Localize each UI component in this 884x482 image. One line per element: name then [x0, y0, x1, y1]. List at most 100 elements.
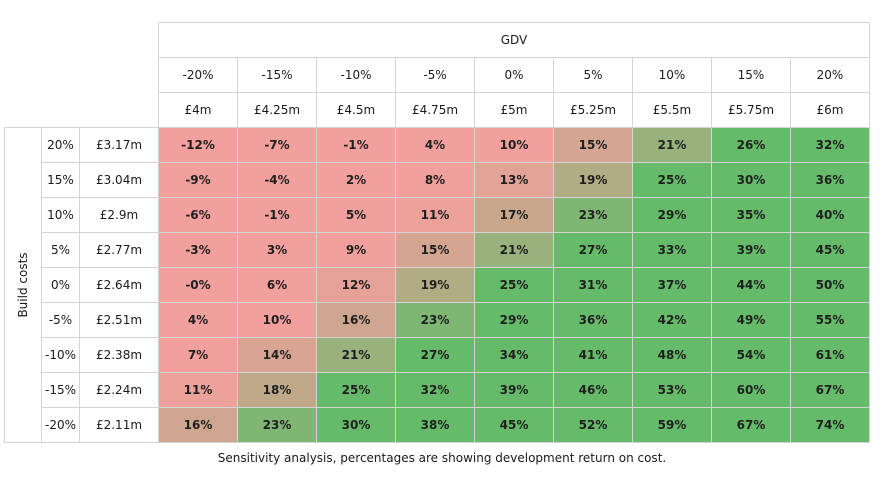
heat-cell: -1% — [237, 197, 317, 233]
column-pct-label: -15% — [237, 57, 317, 93]
heat-cell: 12% — [316, 267, 396, 303]
heat-cell: 26% — [711, 127, 791, 163]
heat-cell: 29% — [632, 197, 712, 233]
heat-cell: 41% — [553, 337, 633, 373]
heat-cell: 52% — [553, 407, 633, 443]
heat-cell: 18% — [237, 372, 317, 408]
heat-cell: 42% — [632, 302, 712, 338]
heat-cell: 10% — [474, 127, 554, 163]
heat-cell: 31% — [553, 267, 633, 303]
heat-cell: 17% — [474, 197, 554, 233]
corner-cell — [80, 93, 159, 128]
heat-cell: 25% — [316, 372, 396, 408]
heat-cell: 48% — [632, 337, 712, 373]
table-body: GDV -20% -15% -10% -5% 0% 5% 10% 15% 20% £4m £4.25m… — [4, 22, 870, 443]
row-pct-label: 15% — [41, 162, 80, 198]
column-value-label: £5.75m — [711, 92, 791, 128]
row-value-label: £2.64m — [79, 267, 159, 303]
sensitivity-table: GDV -20% -15% -10% -5% 0% 5% 10% 15% 20% £4m £4.25m… — [4, 22, 870, 443]
column-value-label: £6m — [790, 92, 870, 128]
heat-cell: 27% — [395, 337, 475, 373]
heat-cell: 30% — [316, 407, 396, 443]
heat-cell: 50% — [790, 267, 870, 303]
heat-cell: -4% — [237, 162, 317, 198]
header-row-pct: -20% -15% -10% -5% 0% 5% 10% 15% 20% — [5, 57, 870, 93]
heat-cell: 55% — [790, 302, 870, 338]
heat-cell: 29% — [474, 302, 554, 338]
heat-cell: 19% — [395, 267, 475, 303]
column-pct-label: -20% — [158, 57, 238, 93]
heat-cell: 32% — [395, 372, 475, 408]
heat-cell: -3% — [158, 232, 238, 268]
corner-cell — [80, 23, 159, 58]
row-pct-label: -5% — [41, 302, 80, 338]
data-row: -10% £2.38m 7% 14% 21% 27% 34% 41% 48% 54% 61% — [5, 337, 870, 373]
heat-cell: 40% — [790, 197, 870, 233]
row-pct-label: 10% — [41, 197, 80, 233]
heat-cell: 9% — [316, 232, 396, 268]
corner-cell — [80, 58, 159, 93]
data-row: -20% £2.11m 16% 23% 30% 38% 45% 52% 59% 67% 74% — [5, 407, 870, 443]
heat-cell: -0% — [158, 267, 238, 303]
heat-cell: 46% — [553, 372, 633, 408]
heat-cell: 44% — [711, 267, 791, 303]
data-row: -5% £2.51m 4% 10% 16% 23% 29% 36% 42% 49% 55% — [5, 302, 870, 338]
caption: Sensitivity analysis, percentages are sh… — [217, 451, 667, 465]
row-header-build-costs: Build costs — [16, 252, 30, 318]
heat-cell: 67% — [790, 372, 870, 408]
heat-cell: 67% — [711, 407, 791, 443]
heat-cell: 39% — [711, 232, 791, 268]
corner-cell — [5, 23, 42, 58]
heat-cell: 25% — [474, 267, 554, 303]
row-pct-label: 0% — [41, 267, 80, 303]
heat-cell: 37% — [632, 267, 712, 303]
heat-cell: 34% — [474, 337, 554, 373]
corner-cell — [42, 23, 80, 58]
column-pct-label: 15% — [711, 57, 791, 93]
heat-cell: 59% — [632, 407, 712, 443]
column-pct-label: 20% — [790, 57, 870, 93]
heat-cell: 23% — [395, 302, 475, 338]
heat-cell: 33% — [632, 232, 712, 268]
row-value-label: £2.77m — [79, 232, 159, 268]
heat-cell: 11% — [395, 197, 475, 233]
heat-cell: 45% — [790, 232, 870, 268]
column-pct-label: -10% — [316, 57, 396, 93]
corner-cell — [5, 93, 42, 128]
heat-cell: 15% — [395, 232, 475, 268]
corner-cell — [5, 58, 42, 93]
heat-cell: 21% — [316, 337, 396, 373]
heat-cell: 45% — [474, 407, 554, 443]
data-row: 10% £2.9m -6% -1% 5% 11% 17% 23% 29% 35% 40% — [5, 197, 870, 233]
heat-cell: 32% — [790, 127, 870, 163]
column-value-label: £4.25m — [237, 92, 317, 128]
heat-cell: 74% — [790, 407, 870, 443]
column-pct-label: -5% — [395, 57, 475, 93]
heat-cell: 60% — [711, 372, 791, 408]
heat-cell: 21% — [474, 232, 554, 268]
row-pct-label: -20% — [41, 407, 80, 443]
heat-cell: 5% — [316, 197, 396, 233]
column-value-label: £4m — [158, 92, 238, 128]
column-header-gdv: GDV — [158, 22, 870, 58]
heat-cell: 30% — [711, 162, 791, 198]
column-value-label: £5.5m — [632, 92, 712, 128]
row-value-label: £3.17m — [79, 127, 159, 163]
heat-cell: 6% — [237, 267, 317, 303]
heat-cell: 4% — [158, 302, 238, 338]
heat-cell: 16% — [158, 407, 238, 443]
heat-cell: 54% — [711, 337, 791, 373]
heat-cell: -6% — [158, 197, 238, 233]
column-value-label: £5.25m — [553, 92, 633, 128]
heat-cell: 13% — [474, 162, 554, 198]
data-row: -15% £2.24m 11% 18% 25% 32% 39% 46% 53% 60% 67% — [5, 372, 870, 408]
row-header-cell: Build costs — [4, 127, 42, 443]
heat-cell: 21% — [632, 127, 712, 163]
column-pct-label: 5% — [553, 57, 633, 93]
row-value-label: £3.04m — [79, 162, 159, 198]
heat-cell: 8% — [395, 162, 475, 198]
heat-cell: 11% — [158, 372, 238, 408]
corner-cell — [42, 93, 80, 128]
heat-cell: 53% — [632, 372, 712, 408]
heat-cell: 61% — [790, 337, 870, 373]
